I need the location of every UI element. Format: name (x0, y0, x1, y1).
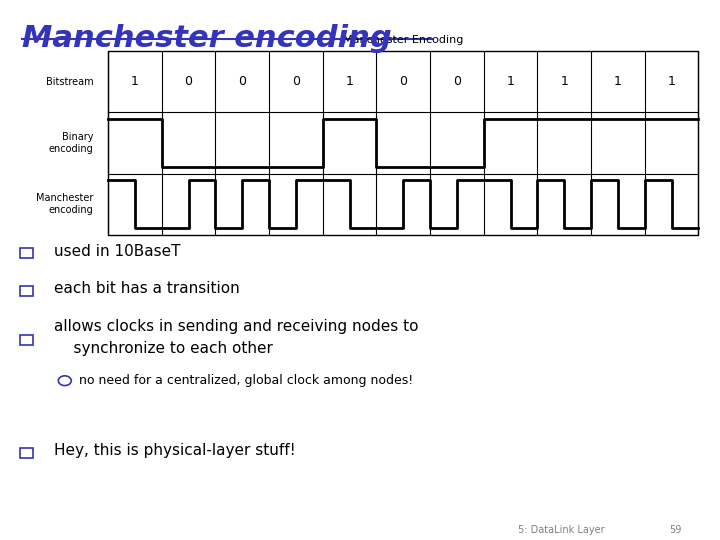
Text: each bit has a transition: each bit has a transition (54, 281, 240, 296)
Text: 0: 0 (184, 76, 192, 89)
Text: 0: 0 (453, 76, 461, 89)
Text: 5: DataLink Layer: 5: DataLink Layer (518, 524, 605, 535)
Text: Manchester
encoding: Manchester encoding (36, 193, 94, 215)
Text: 0: 0 (292, 76, 300, 89)
Bar (20, 248, 33, 258)
Text: Manchester encoding: Manchester encoding (22, 24, 392, 53)
Text: Hey, this is physical-layer stuff!: Hey, this is physical-layer stuff! (54, 443, 296, 458)
Text: 1: 1 (346, 76, 354, 89)
Bar (20, 286, 33, 296)
Text: 1: 1 (667, 76, 675, 89)
Bar (108, 51, 698, 235)
Text: 59: 59 (670, 524, 682, 535)
Text: Binary
encoding: Binary encoding (49, 132, 94, 154)
Text: used in 10BaseT: used in 10BaseT (54, 244, 181, 259)
Text: 1: 1 (507, 76, 515, 89)
Text: 1: 1 (131, 76, 139, 89)
Bar (20, 335, 33, 345)
Text: Manchester Encoding: Manchester Encoding (343, 35, 464, 45)
Text: 1: 1 (614, 76, 622, 89)
Text: no need for a centralized, global clock among nodes!: no need for a centralized, global clock … (79, 374, 413, 387)
Text: allows clocks in sending and receiving nodes to
    synchronize to each other: allows clocks in sending and receiving n… (54, 320, 418, 355)
Bar (20, 448, 33, 458)
Text: 0: 0 (238, 76, 246, 89)
Text: Bitstream: Bitstream (46, 77, 94, 87)
Text: 0: 0 (399, 76, 408, 89)
Text: 1: 1 (560, 76, 568, 89)
